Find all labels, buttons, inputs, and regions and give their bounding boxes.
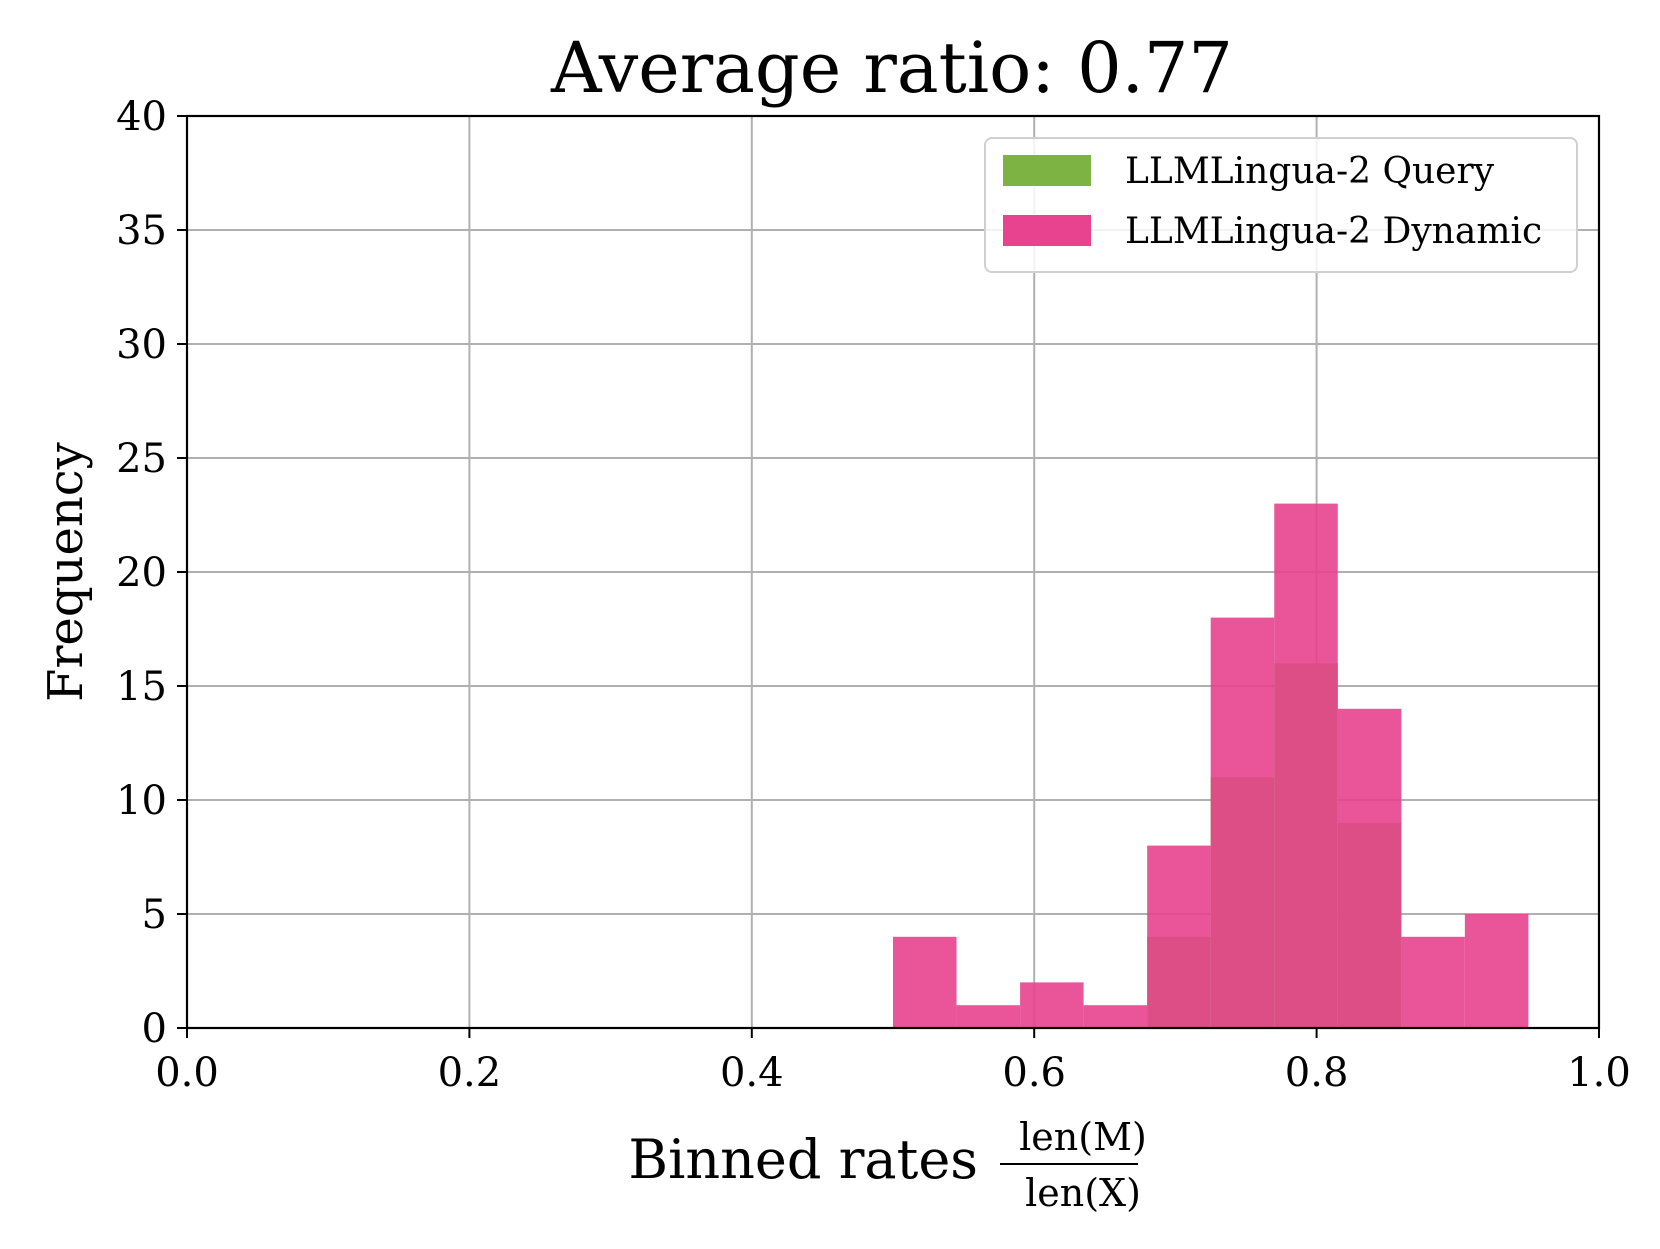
y-tick-label: 20 [116, 550, 167, 596]
histogram-bar-dynamic [1274, 503, 1338, 1029]
chart-title: Average ratio: 0.77 [550, 27, 1233, 109]
histogram-bar-dynamic [1083, 1005, 1148, 1028]
histogram-bar-dynamic [956, 1005, 1021, 1028]
histogram-bar-dynamic [1337, 708, 1402, 1028]
x-tick-label: 0.0 [155, 1050, 219, 1096]
y-tick-label: 5 [142, 892, 167, 938]
histogram-bar-dynamic [1020, 982, 1084, 1028]
legend: LLMLingua-2 Query LLMLingua-2 Dynamic [984, 137, 1578, 273]
x-axis-label-fraction: len(M) len(X) [1000, 1115, 1147, 1215]
y-tick-label: 25 [116, 436, 167, 482]
legend-swatch-query [1003, 155, 1091, 186]
histogram-bar-dynamic [1464, 914, 1529, 1028]
x-axis-label-numerator: len(M) [1019, 1115, 1147, 1159]
x-tick-label: 0.8 [1285, 1050, 1349, 1096]
x-tick-label: 1.0 [1567, 1050, 1631, 1096]
y-tick-label: 40 [116, 94, 167, 140]
y-tick-label: 10 [116, 778, 167, 824]
y-axis-label: Frequency [38, 442, 94, 702]
x-tick-label: 0.4 [720, 1050, 784, 1096]
x-tick-label: 0.6 [1002, 1050, 1066, 1096]
legend-box [984, 137, 1578, 273]
y-tick-label: 15 [116, 664, 167, 710]
histogram-bar-dynamic [1147, 845, 1211, 1028]
x-axis-ticks: 0.0 0.2 0.4 0.6 0.8 1.0 [155, 1028, 1631, 1096]
legend-label-dynamic: LLMLingua-2 Dynamic [1125, 211, 1542, 252]
y-axis-ticks: 0 5 10 15 20 25 30 35 40 [116, 94, 187, 1052]
y-tick-label: 30 [116, 322, 167, 368]
bars [893, 503, 1529, 1029]
legend-label-query: LLMLingua-2 Query [1125, 151, 1495, 192]
y-tick-label: 0 [142, 1006, 167, 1052]
histogram-bar-dynamic [1210, 617, 1275, 1028]
histogram-bar-dynamic [1401, 936, 1465, 1028]
x-tick-label: 0.2 [438, 1050, 502, 1096]
histogram-bar-dynamic [893, 936, 957, 1028]
legend-swatch-dynamic [1003, 215, 1091, 246]
y-tick-label: 35 [116, 208, 167, 254]
x-axis-label: Binned rates [628, 1128, 978, 1191]
x-axis-label-denominator: len(X) [1025, 1171, 1141, 1215]
